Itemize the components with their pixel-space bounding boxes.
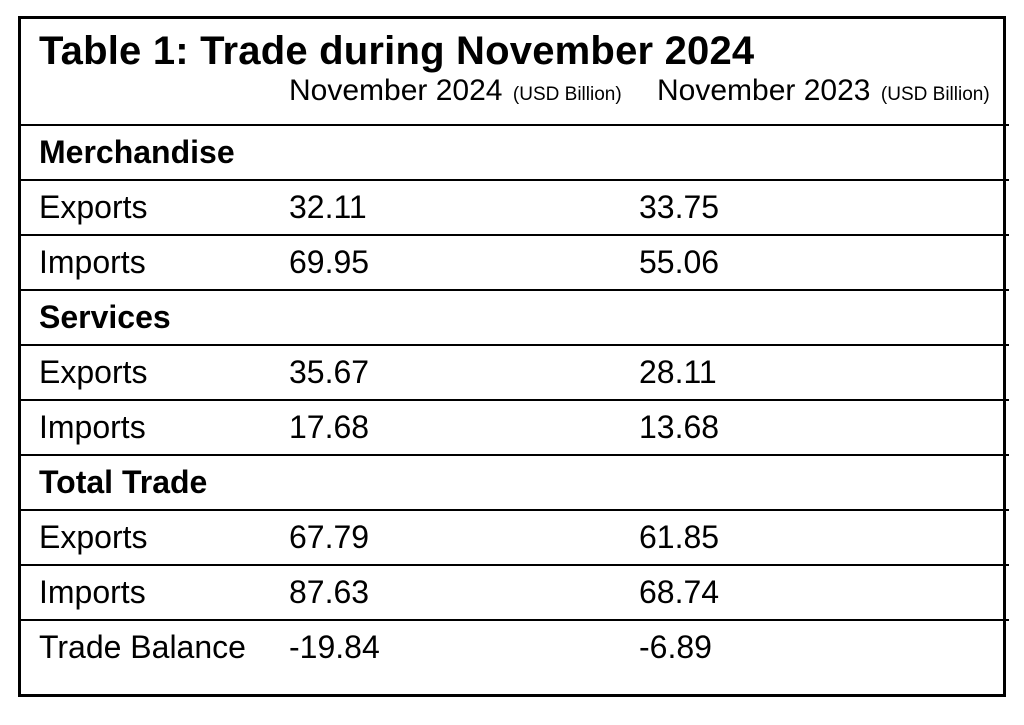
table-row: Exports 32.11 33.75 (21, 180, 1009, 235)
column-headers: November 2024 (USD Billion) November 202… (39, 74, 985, 118)
row-value-1: 87.63 (271, 565, 611, 620)
row-value-1: 32.11 (271, 180, 611, 235)
column-header-1-label: November 2024 (289, 74, 502, 107)
trade-table-frame: Table 1: Trade during November 2024 Nove… (18, 16, 1006, 697)
row-value-2: 28.11 (611, 345, 1009, 400)
table-row: Exports 35.67 28.11 (21, 345, 1009, 400)
row-label: Imports (21, 565, 271, 620)
section-label: Total Trade (21, 455, 1009, 510)
row-value-2: -6.89 (611, 620, 1009, 694)
row-label: Imports (21, 400, 271, 455)
row-label: Exports (21, 180, 271, 235)
table-row: Imports 87.63 68.74 (21, 565, 1009, 620)
column-header-2: November 2023 (USD Billion) (629, 74, 1024, 108)
column-header-2-label: November 2023 (657, 74, 870, 107)
table-row: Imports 17.68 13.68 (21, 400, 1009, 455)
table-row: Trade Balance -19.84 -6.89 (21, 620, 1009, 694)
column-header-1: November 2024 (USD Billion) (289, 74, 629, 108)
row-value-1: 69.95 (271, 235, 611, 290)
row-label: Trade Balance (21, 620, 271, 694)
row-label: Imports (21, 235, 271, 290)
table-row: Exports 67.79 61.85 (21, 510, 1009, 565)
table-row: Imports 69.95 55.06 (21, 235, 1009, 290)
row-value-2: 61.85 (611, 510, 1009, 565)
trade-table: Merchandise Exports 32.11 33.75 Imports … (21, 124, 1009, 694)
row-value-1: 67.79 (271, 510, 611, 565)
row-label: Exports (21, 510, 271, 565)
section-label: Merchandise (21, 125, 1009, 180)
section-label: Services (21, 290, 1009, 345)
section-row-total-trade: Total Trade (21, 455, 1009, 510)
table-title: Table 1: Trade during November 2024 (39, 29, 985, 74)
row-value-2: 13.68 (611, 400, 1009, 455)
row-value-2: 33.75 (611, 180, 1009, 235)
column-header-2-unit: (USD Billion) (881, 84, 990, 105)
table-header-block: Table 1: Trade during November 2024 Nove… (21, 19, 1003, 124)
row-value-2: 55.06 (611, 235, 1009, 290)
section-row-merchandise: Merchandise (21, 125, 1009, 180)
column-header-1-unit: (USD Billion) (513, 84, 622, 105)
row-value-1: 17.68 (271, 400, 611, 455)
row-label: Exports (21, 345, 271, 400)
row-value-2: 68.74 (611, 565, 1009, 620)
row-value-1: 35.67 (271, 345, 611, 400)
row-value-1: -19.84 (271, 620, 611, 694)
section-row-services: Services (21, 290, 1009, 345)
